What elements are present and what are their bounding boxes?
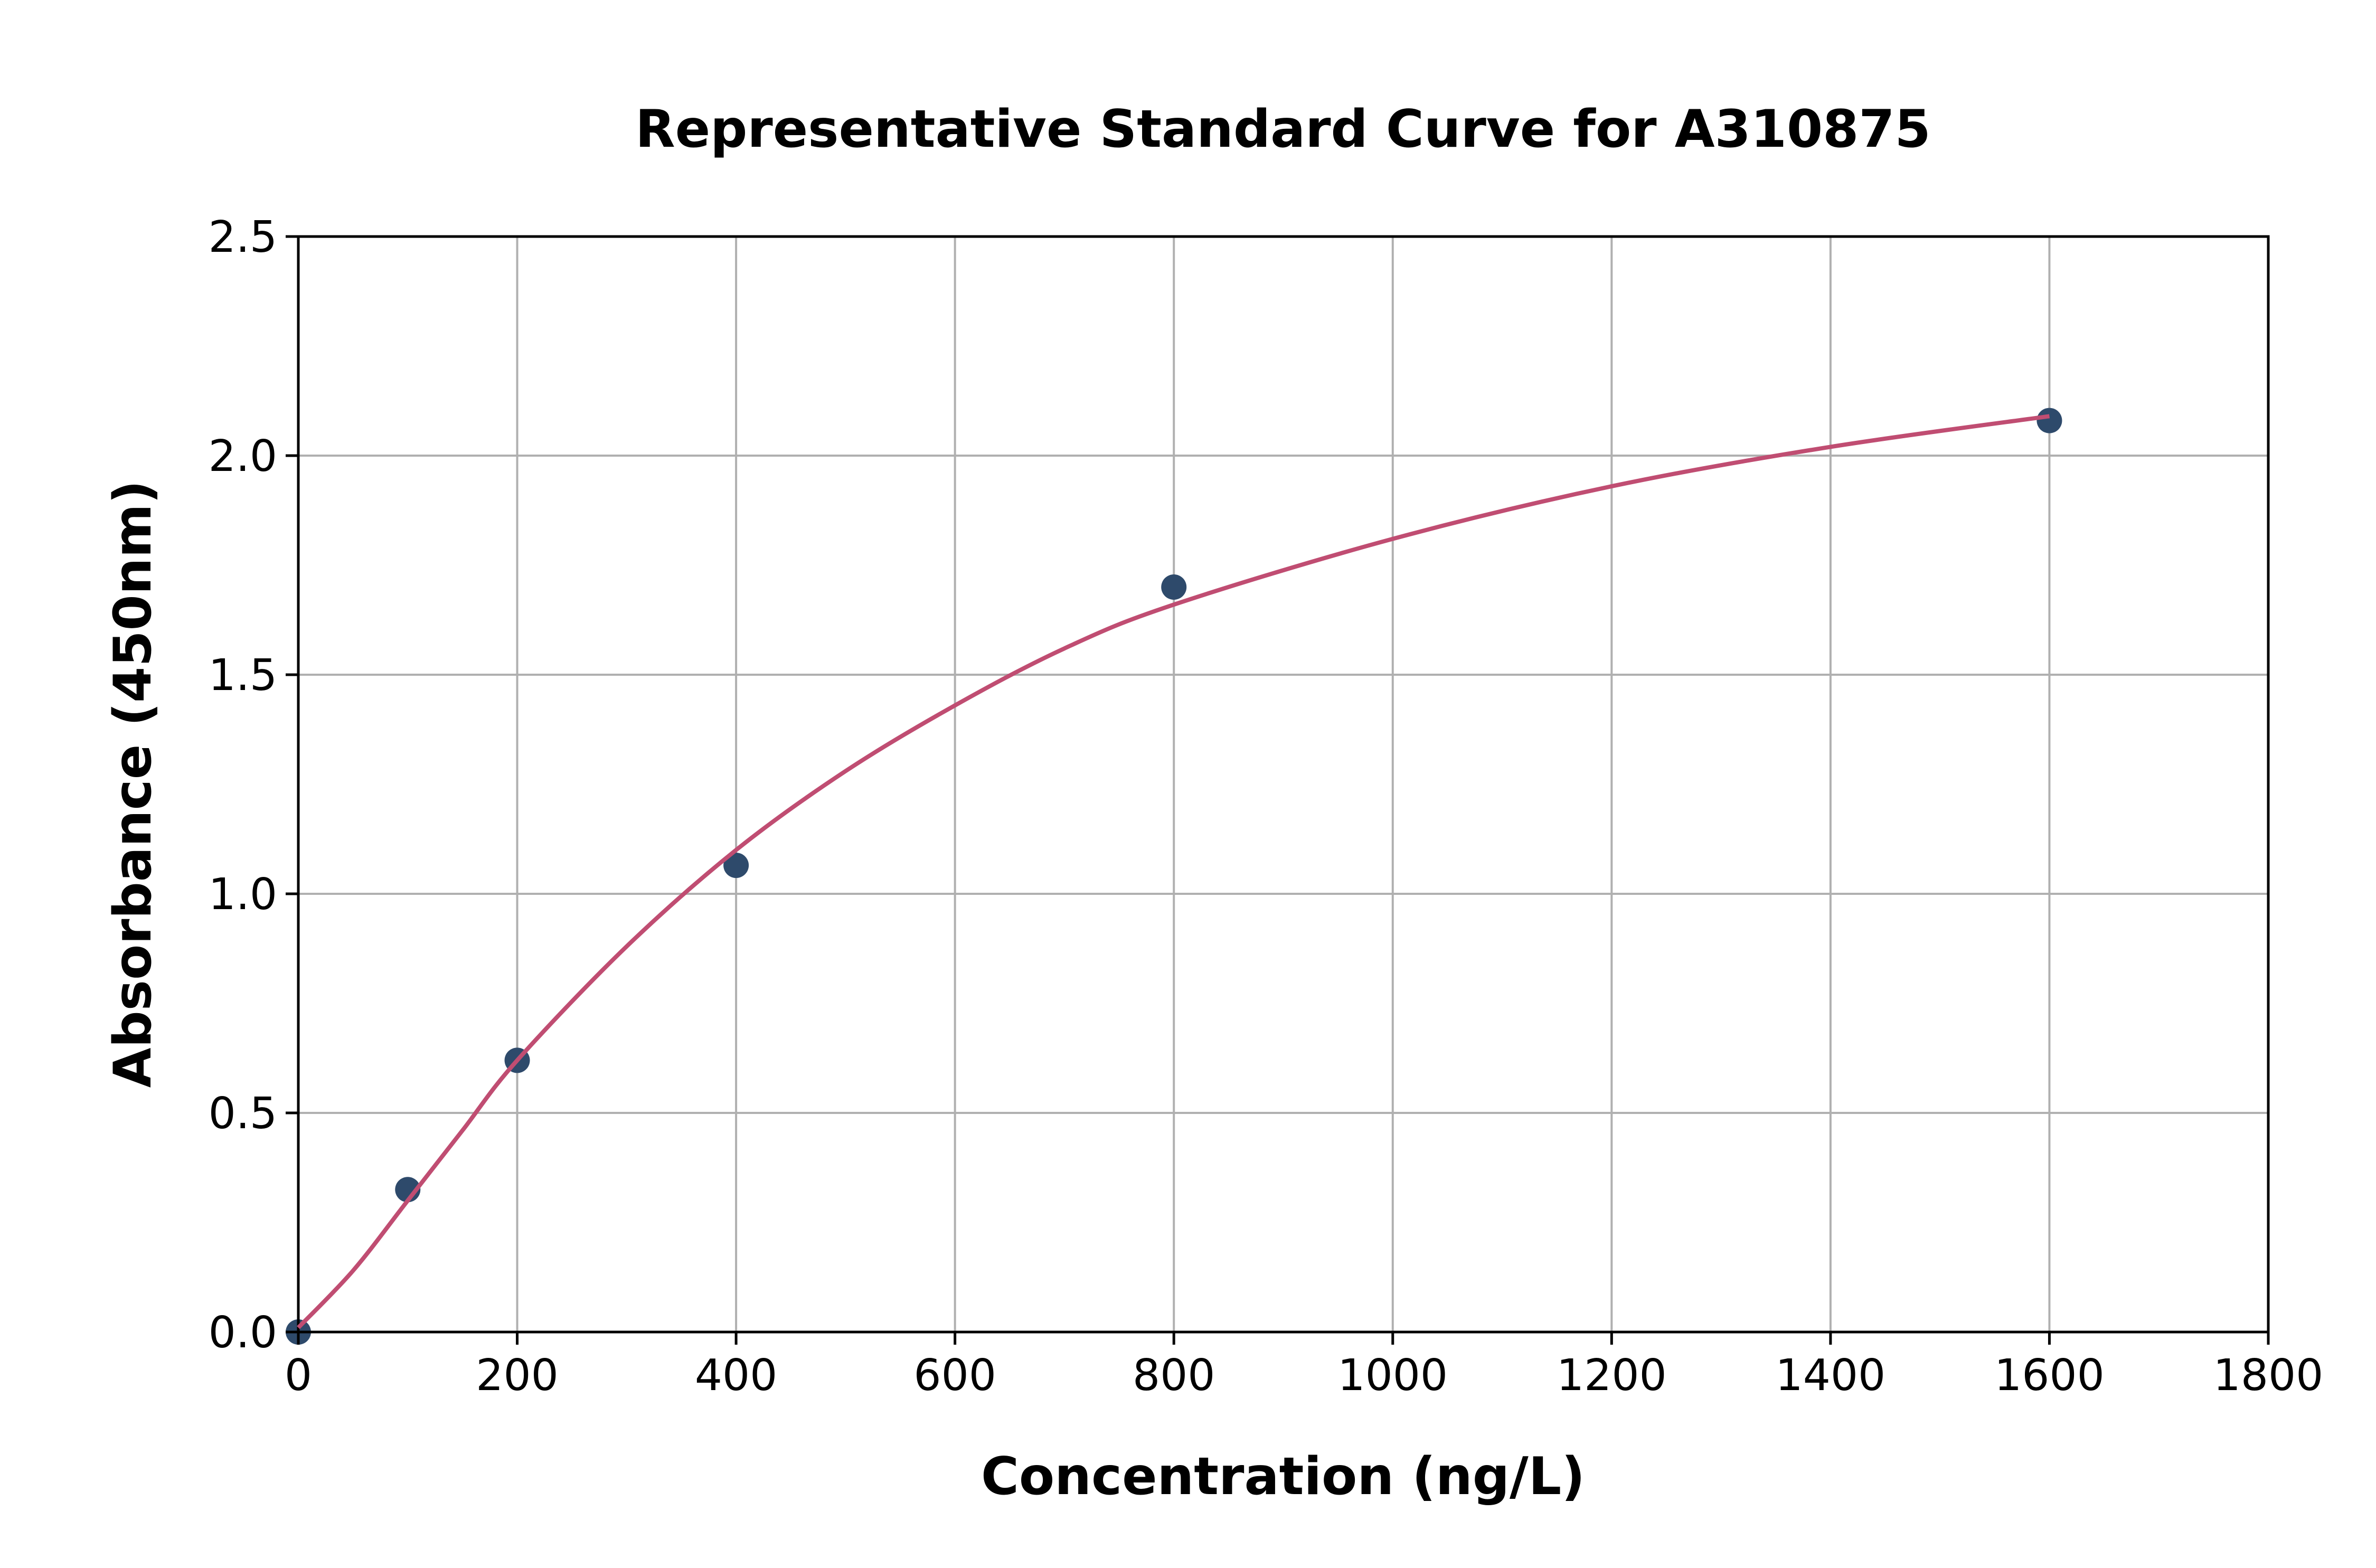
data-point — [1161, 574, 1187, 600]
x-tick-label: 1200 — [1557, 1350, 1667, 1401]
plot-frame — [297, 235, 2270, 1334]
x-tick-label: 400 — [695, 1350, 778, 1401]
x-tick-label: 200 — [476, 1350, 559, 1401]
fit-curve — [297, 414, 2050, 1329]
y-axis-label: Absorbance (450nm) — [103, 480, 163, 1088]
fit-curve-group — [297, 414, 2050, 1329]
x-tick-label: 600 — [913, 1350, 996, 1401]
chart-title: Representative Standard Curve for A31087… — [635, 99, 1930, 159]
y-tick-label: 1.0 — [209, 870, 277, 920]
data-point — [395, 1177, 421, 1203]
x-tick-label: 800 — [1133, 1350, 1215, 1401]
y-tick-label: 0.5 — [209, 1089, 277, 1139]
grid — [297, 235, 2269, 1333]
data-point — [2036, 408, 2062, 433]
y-tick-label: 0.0 — [209, 1308, 277, 1358]
x-tick-label: 1600 — [1994, 1350, 2105, 1401]
x-tick-label: 1800 — [2213, 1350, 2324, 1401]
data-point — [723, 853, 749, 879]
x-tick-label: 1400 — [1776, 1350, 1886, 1401]
x-tick-label: 1000 — [1337, 1350, 1448, 1401]
x-tick-label: 0 — [285, 1350, 312, 1401]
y-tick-label: 2.5 — [209, 212, 277, 262]
x-axis-label: Concentration (ng/L) — [981, 1447, 1585, 1507]
y-tick-label: 2.0 — [209, 431, 277, 481]
ticks: 0 200 400 600 800 1000 1200 1400 1600 1800 0.0 0.5 1… — [209, 212, 2324, 1401]
y-tick-label: 1.5 — [209, 650, 277, 701]
